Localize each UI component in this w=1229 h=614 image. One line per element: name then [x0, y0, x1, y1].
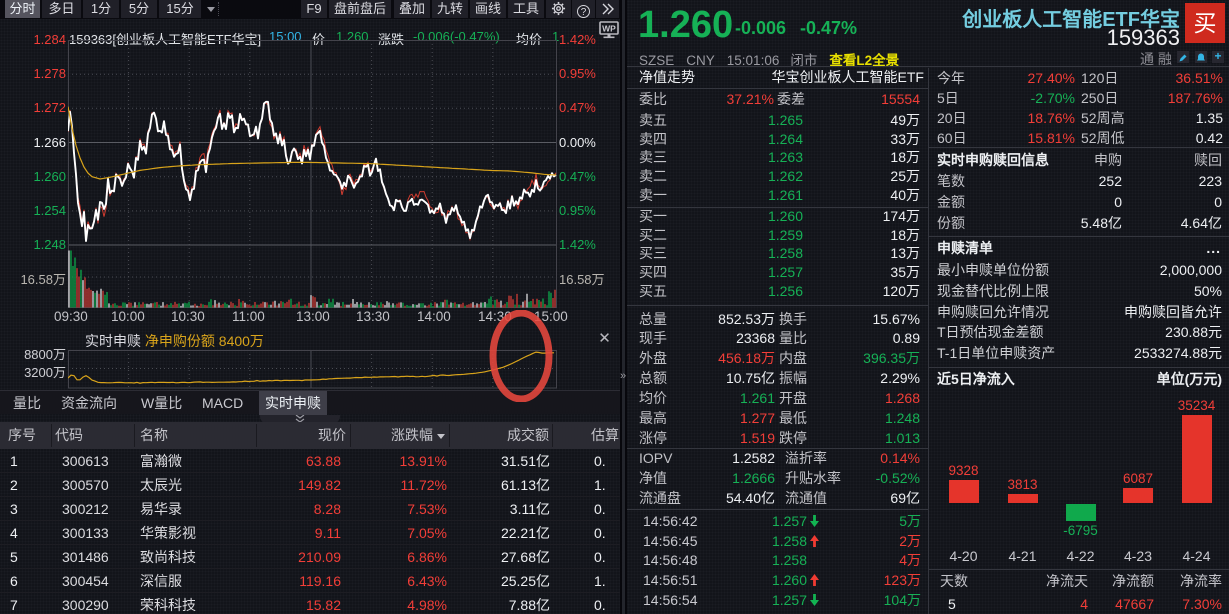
svg-text:WP: WP — [602, 24, 616, 34]
